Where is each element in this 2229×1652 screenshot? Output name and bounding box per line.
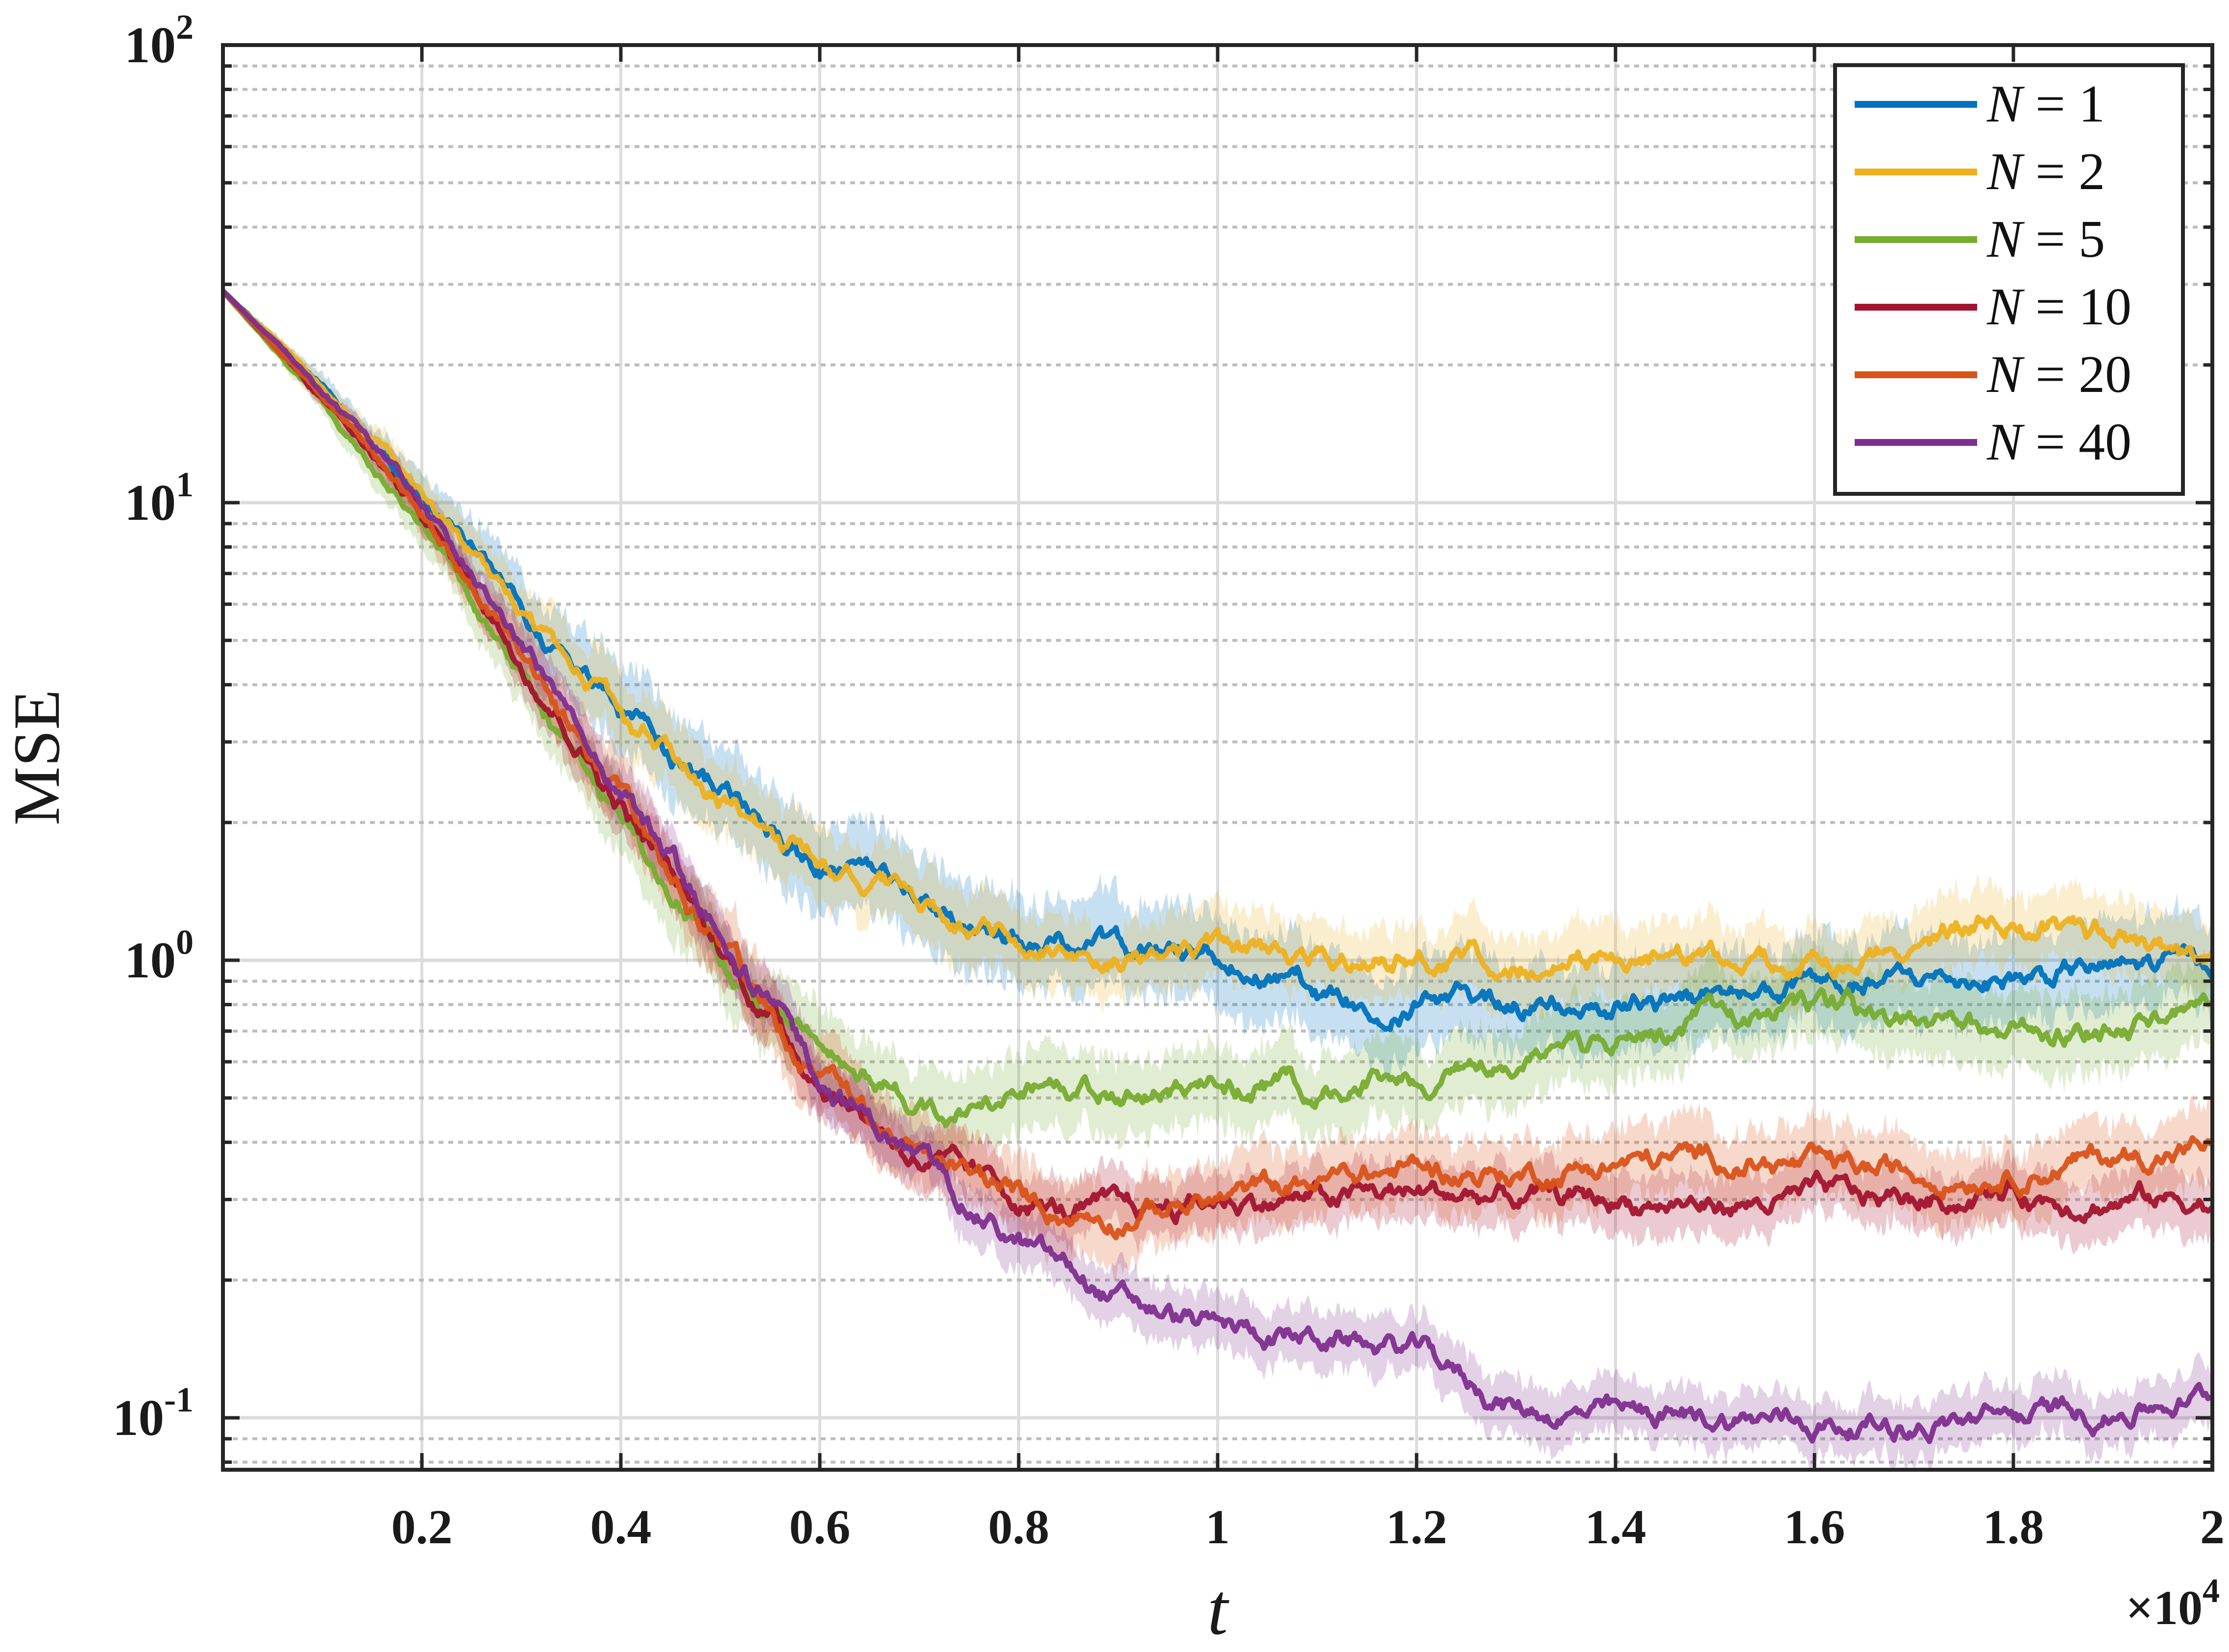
series-line	[220, 289, 2213, 1129]
y-tick-label: 102	[124, 7, 194, 73]
legend-label: N = 5	[1986, 210, 2105, 268]
y-tick-label: 10-1	[113, 1380, 194, 1446]
x-multiplier-base: ×10	[2126, 1580, 2203, 1635]
y-tick-label: 101	[124, 465, 194, 531]
legend-value: = 2	[2022, 143, 2105, 201]
x-tick-label: 1.8	[1983, 1500, 2044, 1554]
x-axis-title: t	[1207, 1569, 1229, 1650]
axis-labels: t MSE ×104	[0, 689, 2220, 1650]
legend-value: = 10	[2022, 278, 2131, 336]
x-axis-multiplier: ×104	[2126, 1572, 2220, 1635]
legend-variable: N	[1986, 143, 2025, 201]
y-tick-exponent: -1	[164, 1380, 194, 1419]
legend: N = 1N = 2N = 5N = 10N = 20N = 40	[1833, 63, 2185, 496]
legend-value: = 5	[2022, 210, 2105, 268]
x-multiplier-exponent: 4	[2203, 1572, 2220, 1610]
series-band	[223, 291, 2212, 1257]
legend-variable: N	[1986, 75, 2025, 133]
legend-variable: N	[1986, 413, 2025, 471]
y-tick-exponent: 2	[176, 7, 194, 47]
x-tick-label: 1.4	[1585, 1500, 1646, 1554]
y-tick-base: 10	[124, 474, 176, 531]
x-tick-label: 0.4	[590, 1500, 652, 1554]
x-tick-label: 0.8	[988, 1500, 1050, 1554]
legend-label: N = 40	[1986, 413, 2131, 471]
series-lines	[220, 289, 2215, 1444]
y-tick-exponent: 0	[176, 923, 194, 962]
y-tick-base: 10	[124, 16, 176, 73]
series-band	[223, 291, 2212, 1085]
y-axis-title: MSE	[0, 689, 73, 826]
legend-label: N = 20	[1986, 345, 2131, 404]
legend-box	[1833, 63, 2185, 496]
series-band	[223, 291, 2212, 1021]
legend-variable: N	[1986, 345, 2025, 404]
x-tick-label: 1.6	[1784, 1500, 1845, 1554]
y-tick-base: 10	[113, 1389, 164, 1446]
y-tick-base: 10	[124, 931, 176, 989]
series-line	[221, 289, 2215, 982]
legend-variable: N	[1986, 278, 2025, 336]
x-tick-label: 1.2	[1386, 1500, 1447, 1554]
x-tick-label: 2	[2200, 1500, 2225, 1554]
series-line	[221, 289, 2213, 1444]
legend-label: N = 10	[1986, 278, 2131, 336]
legend-variable: N	[1986, 210, 2025, 268]
x-tick-label: 0.6	[789, 1500, 851, 1554]
legend-label: N = 2	[1986, 143, 2105, 201]
legend-value: = 40	[2022, 413, 2131, 471]
x-tick-label: 0.2	[392, 1500, 453, 1554]
series-line	[220, 289, 2215, 1240]
y-tick-label: 100	[124, 923, 194, 989]
series-line	[221, 289, 2215, 1032]
x-tick-label: 1	[1205, 1500, 1230, 1554]
legend-value: = 20	[2022, 345, 2131, 404]
legend-label: N = 1	[1986, 75, 2105, 133]
legend-value: = 1	[2022, 75, 2105, 133]
y-tick-exponent: 1	[176, 465, 194, 504]
